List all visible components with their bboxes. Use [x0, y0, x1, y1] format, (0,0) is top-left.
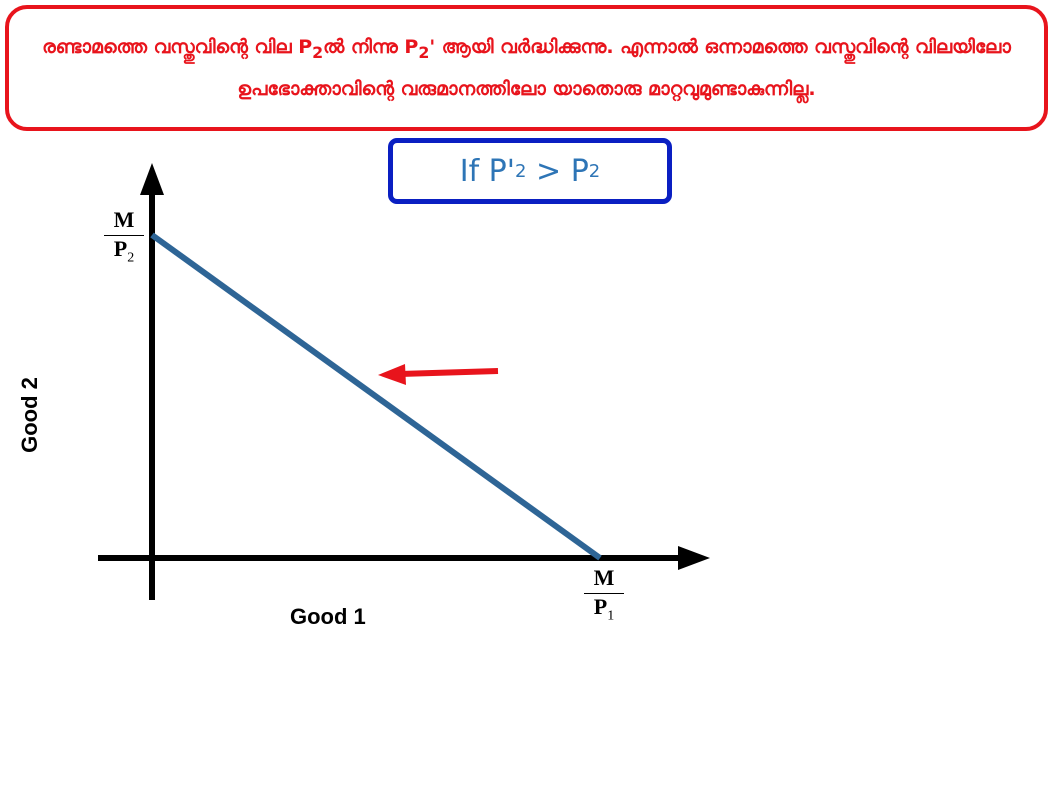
numerator: M: [104, 207, 144, 236]
subscript: 2: [588, 160, 601, 182]
shift-arrow: [399, 368, 499, 377]
denominator: P: [113, 236, 128, 261]
banner-text: രണ്ടാമത്തെ വസ്തുവിന്റെ വില P2ൽ നിന്നു P2…: [29, 29, 1024, 107]
text: If P': [459, 153, 516, 189]
text: ' ആയി വർദ്ധിക്കുന്നു. എന്നാൽ ഒന്നാമത്തെ …: [237, 36, 1011, 100]
numerator: M: [584, 565, 624, 594]
x-axis-label: Good 1: [290, 604, 366, 629]
banner: രണ്ടാമത്തെ വസ്തുവിന്റെ വില P2ൽ നിന്നു P2…: [5, 5, 1048, 131]
subscript: 1: [607, 608, 615, 624]
subscript: 2: [515, 160, 527, 182]
x-intercept: M P1: [584, 565, 624, 624]
shift-arrow-head: [378, 364, 406, 385]
subscript: 2: [127, 250, 135, 266]
budget-line: [150, 232, 602, 561]
y-axis-arrow: [140, 163, 164, 195]
denominator: P: [593, 594, 608, 619]
y-axis-label: Good 2: [16, 377, 42, 453]
text: > P: [526, 153, 589, 189]
subscript: 2: [418, 42, 430, 62]
y-intercept: M P2: [104, 207, 144, 266]
text: രണ്ടാമത്തെ വസ്തുവിന്റെ വില P: [42, 36, 313, 59]
x-axis-arrow: [678, 546, 710, 570]
subscript: 2: [312, 42, 324, 62]
text: ൽ നിന്നു P: [323, 36, 419, 59]
